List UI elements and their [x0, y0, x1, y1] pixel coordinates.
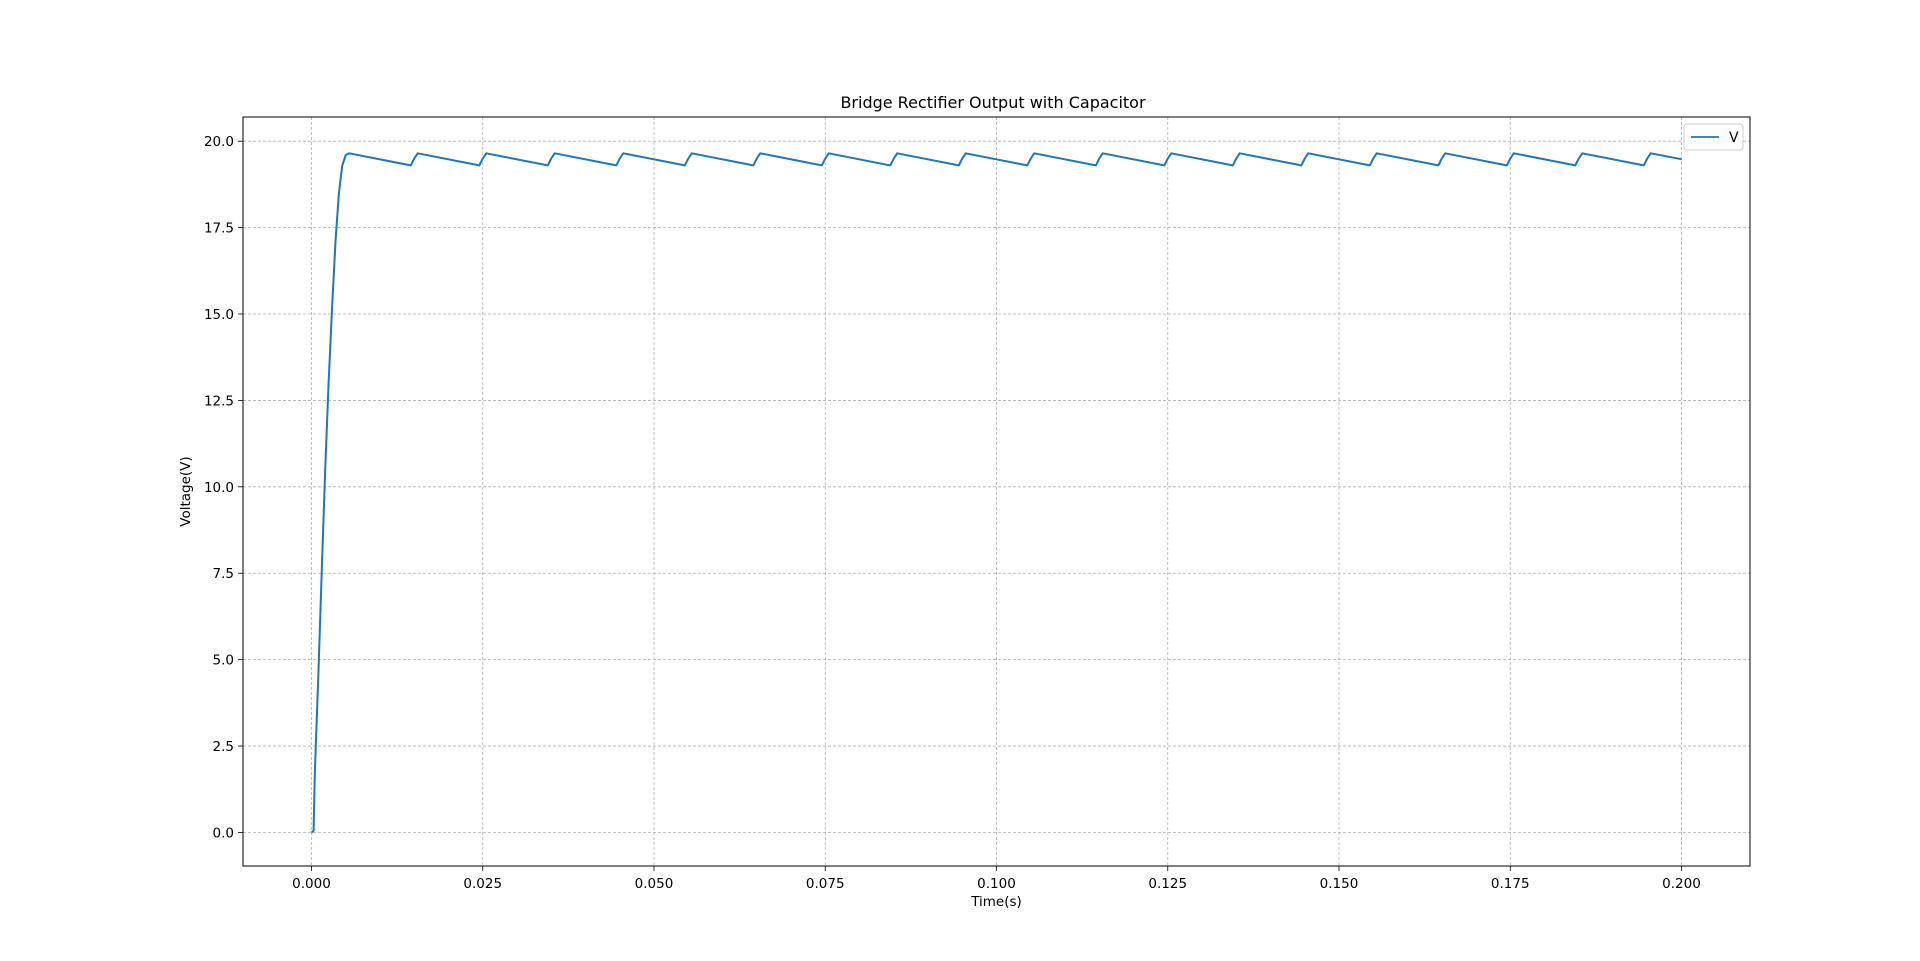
x-tick-label: 0.100: [977, 876, 1016, 892]
series-line-v: [310, 152, 1682, 834]
x-tick-label: 0.025: [463, 876, 502, 892]
x-tick-label: 0.200: [1662, 876, 1701, 892]
y-axis: 0.0 2.5 5.0 7.5 10.0 12.5 15.0 17.5 20.0: [204, 134, 243, 841]
y-tick-label: 15.0: [204, 307, 234, 323]
y-tick-label: 2.5: [213, 739, 234, 755]
chart-title: Bridge Rectifier Output with Capacitor: [840, 93, 1146, 112]
x-tick-label: 0.175: [1491, 876, 1530, 892]
y-tick-label: 17.5: [204, 221, 234, 237]
y-tick-label: 5.0: [213, 653, 234, 669]
y-tick-label: 20.0: [204, 134, 234, 150]
y-tick-label: 12.5: [204, 393, 234, 409]
x-tick-label: 0.075: [806, 876, 845, 892]
x-tick-label: 0.150: [1320, 876, 1359, 892]
x-axis: 0.000 0.025 0.050 0.075 0.100 0.125 0.150 0.175…: [292, 866, 1701, 892]
series-layer: [310, 152, 1682, 834]
x-tick-label: 0.000: [292, 876, 331, 892]
x-axis-label: Time(s): [970, 894, 1022, 910]
legend-label-v: V: [1729, 130, 1739, 146]
x-tick-label: 0.125: [1148, 876, 1187, 892]
y-axis-label: Voltage(V): [178, 456, 194, 526]
x-tick-label: 0.050: [635, 876, 674, 892]
y-tick-label: 0.0: [213, 825, 234, 841]
legend: V: [1683, 123, 1744, 151]
y-tick-label: 7.5: [213, 566, 234, 582]
grid-lines: [243, 117, 1750, 866]
y-tick-label: 10.0: [204, 480, 234, 496]
